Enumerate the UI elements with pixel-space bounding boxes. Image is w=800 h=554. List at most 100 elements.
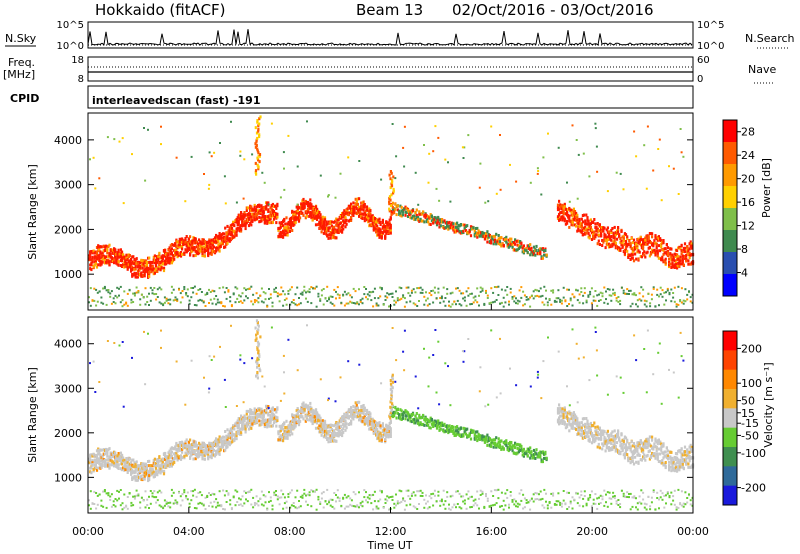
data-cell xyxy=(244,213,247,217)
data-cell xyxy=(145,464,149,467)
data-cell xyxy=(632,238,636,242)
data-cell xyxy=(358,303,360,306)
data-cell xyxy=(148,304,150,306)
data-cell xyxy=(293,424,296,428)
data-cell xyxy=(378,235,381,239)
data-cell xyxy=(268,297,270,300)
data-cell xyxy=(283,299,286,301)
data-cell xyxy=(217,438,220,442)
data-cell xyxy=(230,230,234,234)
data-cell xyxy=(514,248,517,252)
data-cell xyxy=(654,251,657,255)
data-cell xyxy=(256,149,259,153)
freq-label: Freq. xyxy=(8,56,35,69)
data-cell xyxy=(305,214,308,218)
data-cell xyxy=(257,129,260,133)
data-cell xyxy=(421,291,424,294)
data-cell xyxy=(216,301,219,304)
data-cell xyxy=(683,246,687,250)
data-cell xyxy=(250,223,253,227)
data-cell xyxy=(111,451,114,455)
data-cell xyxy=(651,232,654,236)
data-cell xyxy=(270,408,273,412)
data-cell xyxy=(103,287,106,290)
data-cell xyxy=(365,215,369,219)
data-cell xyxy=(577,153,580,156)
data-cell xyxy=(154,267,158,271)
data-cell xyxy=(203,453,206,457)
data-cell xyxy=(113,461,116,465)
data-cell xyxy=(285,216,288,220)
data-cell xyxy=(568,214,571,218)
data-cell xyxy=(215,437,218,441)
data-cell xyxy=(668,257,671,261)
data-cell xyxy=(579,224,582,228)
data-cell xyxy=(446,288,449,291)
data-cell xyxy=(453,227,456,231)
data-cell xyxy=(160,125,162,128)
data-cell xyxy=(407,292,410,295)
freq-tick-bottom-right: 0 xyxy=(697,74,703,85)
data-cell xyxy=(526,250,529,254)
data-cell xyxy=(655,237,658,241)
data-cell xyxy=(546,301,549,304)
data-cell xyxy=(690,242,693,246)
data-cell xyxy=(220,241,223,245)
data-cell xyxy=(325,230,328,234)
data-cell xyxy=(409,294,412,297)
data-cell xyxy=(256,119,259,122)
data-cell xyxy=(668,291,671,294)
data-cell xyxy=(502,244,505,248)
data-cell xyxy=(300,409,303,413)
data-cell xyxy=(294,293,297,296)
data-cell xyxy=(658,304,660,307)
data-cell xyxy=(581,214,584,217)
data-cell xyxy=(93,454,96,458)
data-cell xyxy=(93,287,96,290)
data-cell xyxy=(135,475,138,479)
data-cell xyxy=(656,293,659,296)
data-cell xyxy=(200,299,203,302)
data-cell xyxy=(271,301,274,304)
data-cell xyxy=(593,230,596,234)
data-cell xyxy=(335,290,337,293)
data-cell xyxy=(430,290,433,292)
data-cell xyxy=(430,294,433,297)
data-cell xyxy=(211,243,214,247)
data-cell xyxy=(283,167,285,170)
data-cell xyxy=(169,460,172,464)
data-cell xyxy=(181,444,184,448)
data-cell xyxy=(223,443,226,447)
data-cell xyxy=(207,452,210,456)
data-cell xyxy=(419,286,422,289)
data-cell xyxy=(258,215,261,219)
data-cell xyxy=(437,291,440,294)
data-cell xyxy=(228,226,231,230)
data-cell xyxy=(457,227,460,231)
data-cell xyxy=(89,455,92,459)
data-cell xyxy=(537,170,540,172)
data-cell xyxy=(175,239,178,243)
freq-tick-top-right: 60 xyxy=(697,55,710,66)
data-cell xyxy=(197,289,200,291)
data-cell xyxy=(284,432,287,436)
data-cell xyxy=(220,302,223,305)
data-cell xyxy=(280,286,283,289)
data-cell xyxy=(105,255,108,259)
data-cell xyxy=(671,253,674,257)
data-cell xyxy=(587,231,590,235)
data-cell xyxy=(417,215,420,219)
data-cell xyxy=(474,227,478,230)
data-cell xyxy=(366,298,369,301)
data-cell xyxy=(437,287,440,290)
data-cell xyxy=(367,420,370,423)
data-cell xyxy=(334,423,337,427)
data-cell xyxy=(448,300,450,303)
data-cell xyxy=(613,291,616,294)
data-cell xyxy=(233,437,236,441)
data-cell xyxy=(342,293,345,296)
data-cell xyxy=(125,464,128,468)
data-cell xyxy=(309,415,312,419)
data-cell xyxy=(123,255,126,259)
data-cell xyxy=(516,243,519,247)
